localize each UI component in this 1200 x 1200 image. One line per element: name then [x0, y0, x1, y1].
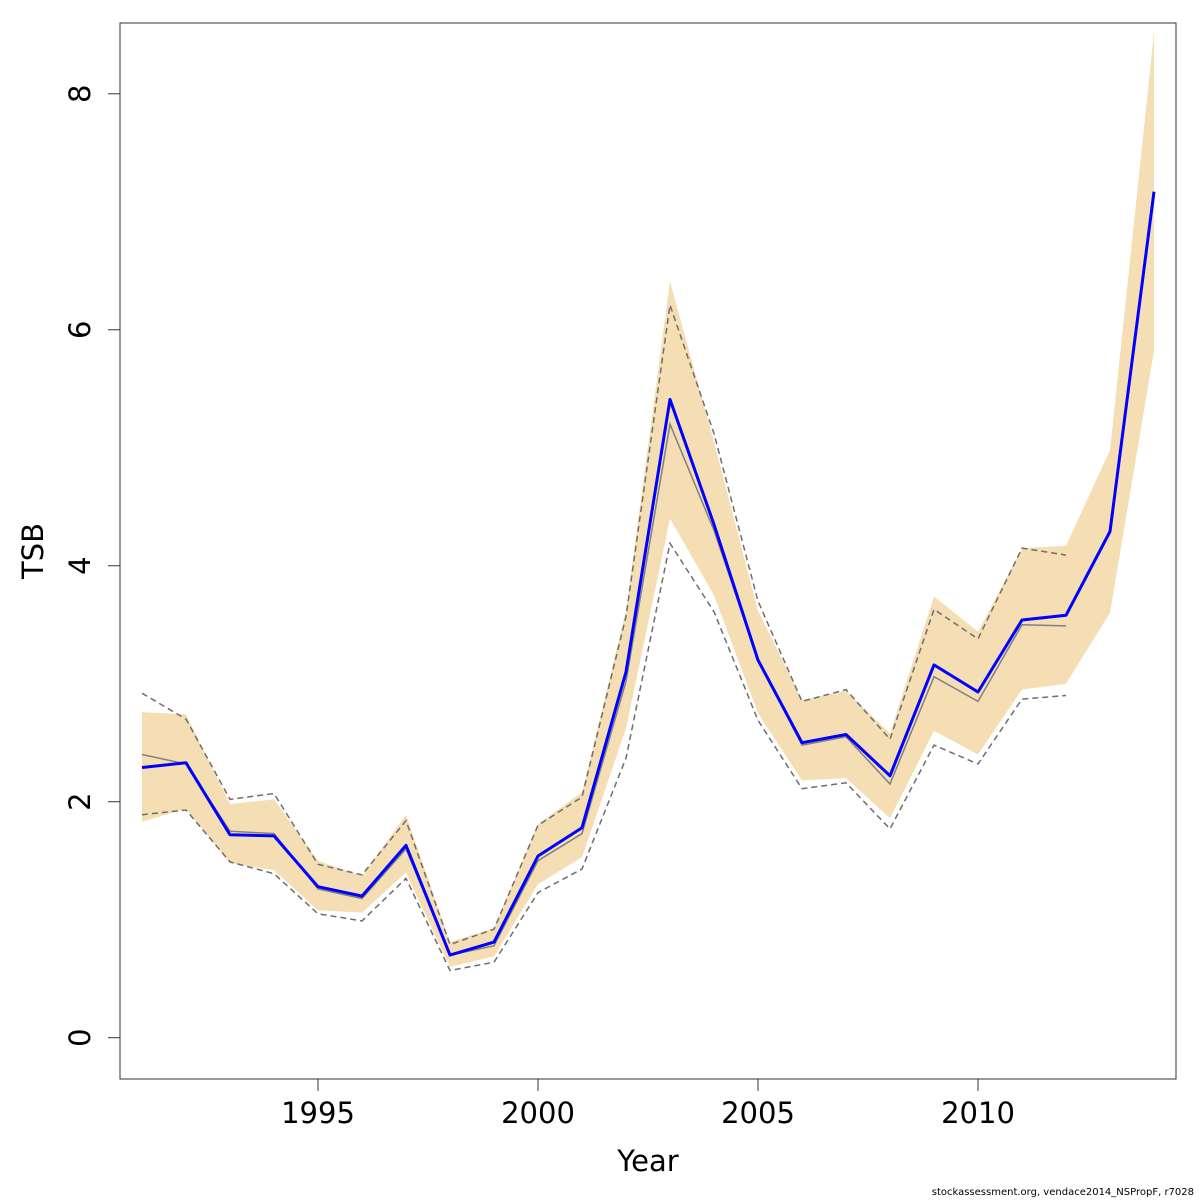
y-axis: 0 2 4 6 8	[63, 85, 120, 1047]
previous-upper-dashed-line	[141, 304, 1067, 946]
y-tick-label-6: 6	[63, 321, 97, 339]
plot-frame	[119, 22, 1177, 1080]
x-tick-label-2010: 2010	[941, 1096, 1015, 1130]
x-axis: 1995 2000 2005 2010	[281, 1079, 1015, 1130]
x-tick-label-2005: 2005	[721, 1096, 795, 1130]
footer-credit: stockassessment.org, vendace2014_NSPropF…	[931, 1187, 1194, 1198]
y-axis-label: TSB	[16, 523, 50, 580]
y-tick-label-0: 0	[63, 1028, 97, 1046]
x-axis-label: Year	[616, 1144, 678, 1178]
y-tick-label-4: 4	[63, 556, 97, 574]
confidence-band	[142, 32, 1154, 967]
confidence-band-layer	[142, 32, 1154, 967]
estimate-layer	[141, 191, 1156, 957]
previous-lower-dashed-line	[141, 541, 1067, 972]
x-tick-label-1995: 1995	[281, 1096, 355, 1130]
tsb-estimate-line	[141, 191, 1156, 957]
x-tick-label-2000: 2000	[501, 1096, 575, 1130]
y-tick-label-8: 8	[63, 85, 97, 103]
y-tick-label-2: 2	[63, 792, 97, 810]
